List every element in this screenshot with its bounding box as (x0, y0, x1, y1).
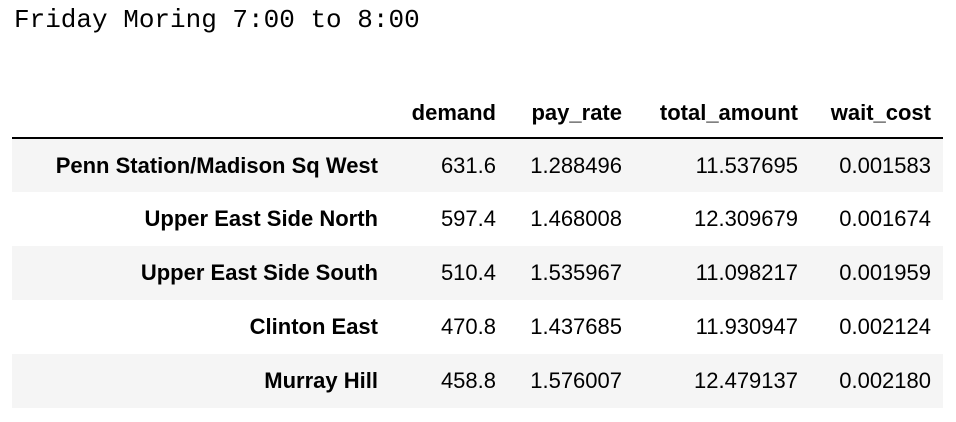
cell-pay-rate: 1.437685 (530, 314, 622, 339)
cell-pay-rate: 1.288496 (530, 152, 622, 178)
cell-demand: 597.4 (440, 206, 496, 231)
row-label: Clinton East (249, 314, 378, 339)
cell-total-amount: 12.479137 (694, 368, 798, 393)
cell-wait-cost: 0.001583 (839, 152, 931, 178)
cell-demand: 470.8 (440, 314, 496, 339)
cell-total-amount: 11.098217 (695, 260, 798, 285)
cell-wait-cost: 0.002124 (839, 314, 931, 339)
row-label: Murray Hill (264, 368, 378, 393)
output-caption: Friday Moring 7:00 to 8:00 (14, 5, 420, 35)
header-row: demand pay_rate total_amount wait_cost (12, 89, 943, 139)
column-header-total-amount: total_amount (634, 89, 810, 139)
column-header-wait-cost: wait_cost (810, 89, 943, 139)
table-row: Upper East Side North 597.4 1.468008 12.… (12, 192, 943, 246)
cell-wait-cost: 0.002180 (839, 368, 931, 393)
cell-wait-cost: 0.001674 (839, 206, 931, 231)
row-label: Upper East Side South (140, 260, 378, 285)
cell-demand: 631.6 (440, 152, 496, 178)
cell-total-amount: 12.309679 (694, 206, 798, 231)
cell-wait-cost: 0.001959 (839, 260, 931, 285)
column-header-pay-rate: pay_rate (508, 89, 634, 139)
table-row: Penn Station/Madison Sq West 631.6 1.288… (12, 138, 943, 192)
table-row: Murray Hill 458.8 1.576007 12.479137 0.0… (12, 354, 943, 408)
row-label: Penn Station/Madison Sq West (55, 152, 378, 178)
cell-pay-rate: 1.535967 (530, 260, 622, 285)
dataframe-table: demand pay_rate total_amount wait_cost P… (12, 89, 943, 408)
cell-demand: 458.8 (440, 368, 496, 393)
cell-pay-rate: 1.576007 (530, 368, 622, 393)
table-row: Clinton East 470.8 1.437685 11.930947 0.… (12, 300, 943, 354)
cell-pay-rate: 1.468008 (530, 206, 622, 231)
column-header-demand: demand (390, 89, 508, 139)
table-row: Upper East Side South 510.4 1.535967 11.… (12, 246, 943, 300)
cell-demand: 510.4 (440, 260, 496, 285)
cell-total-amount: 11.930947 (695, 314, 798, 339)
row-label: Upper East Side North (144, 206, 378, 231)
index-header (12, 89, 390, 139)
cell-total-amount: 11.537695 (695, 152, 798, 178)
